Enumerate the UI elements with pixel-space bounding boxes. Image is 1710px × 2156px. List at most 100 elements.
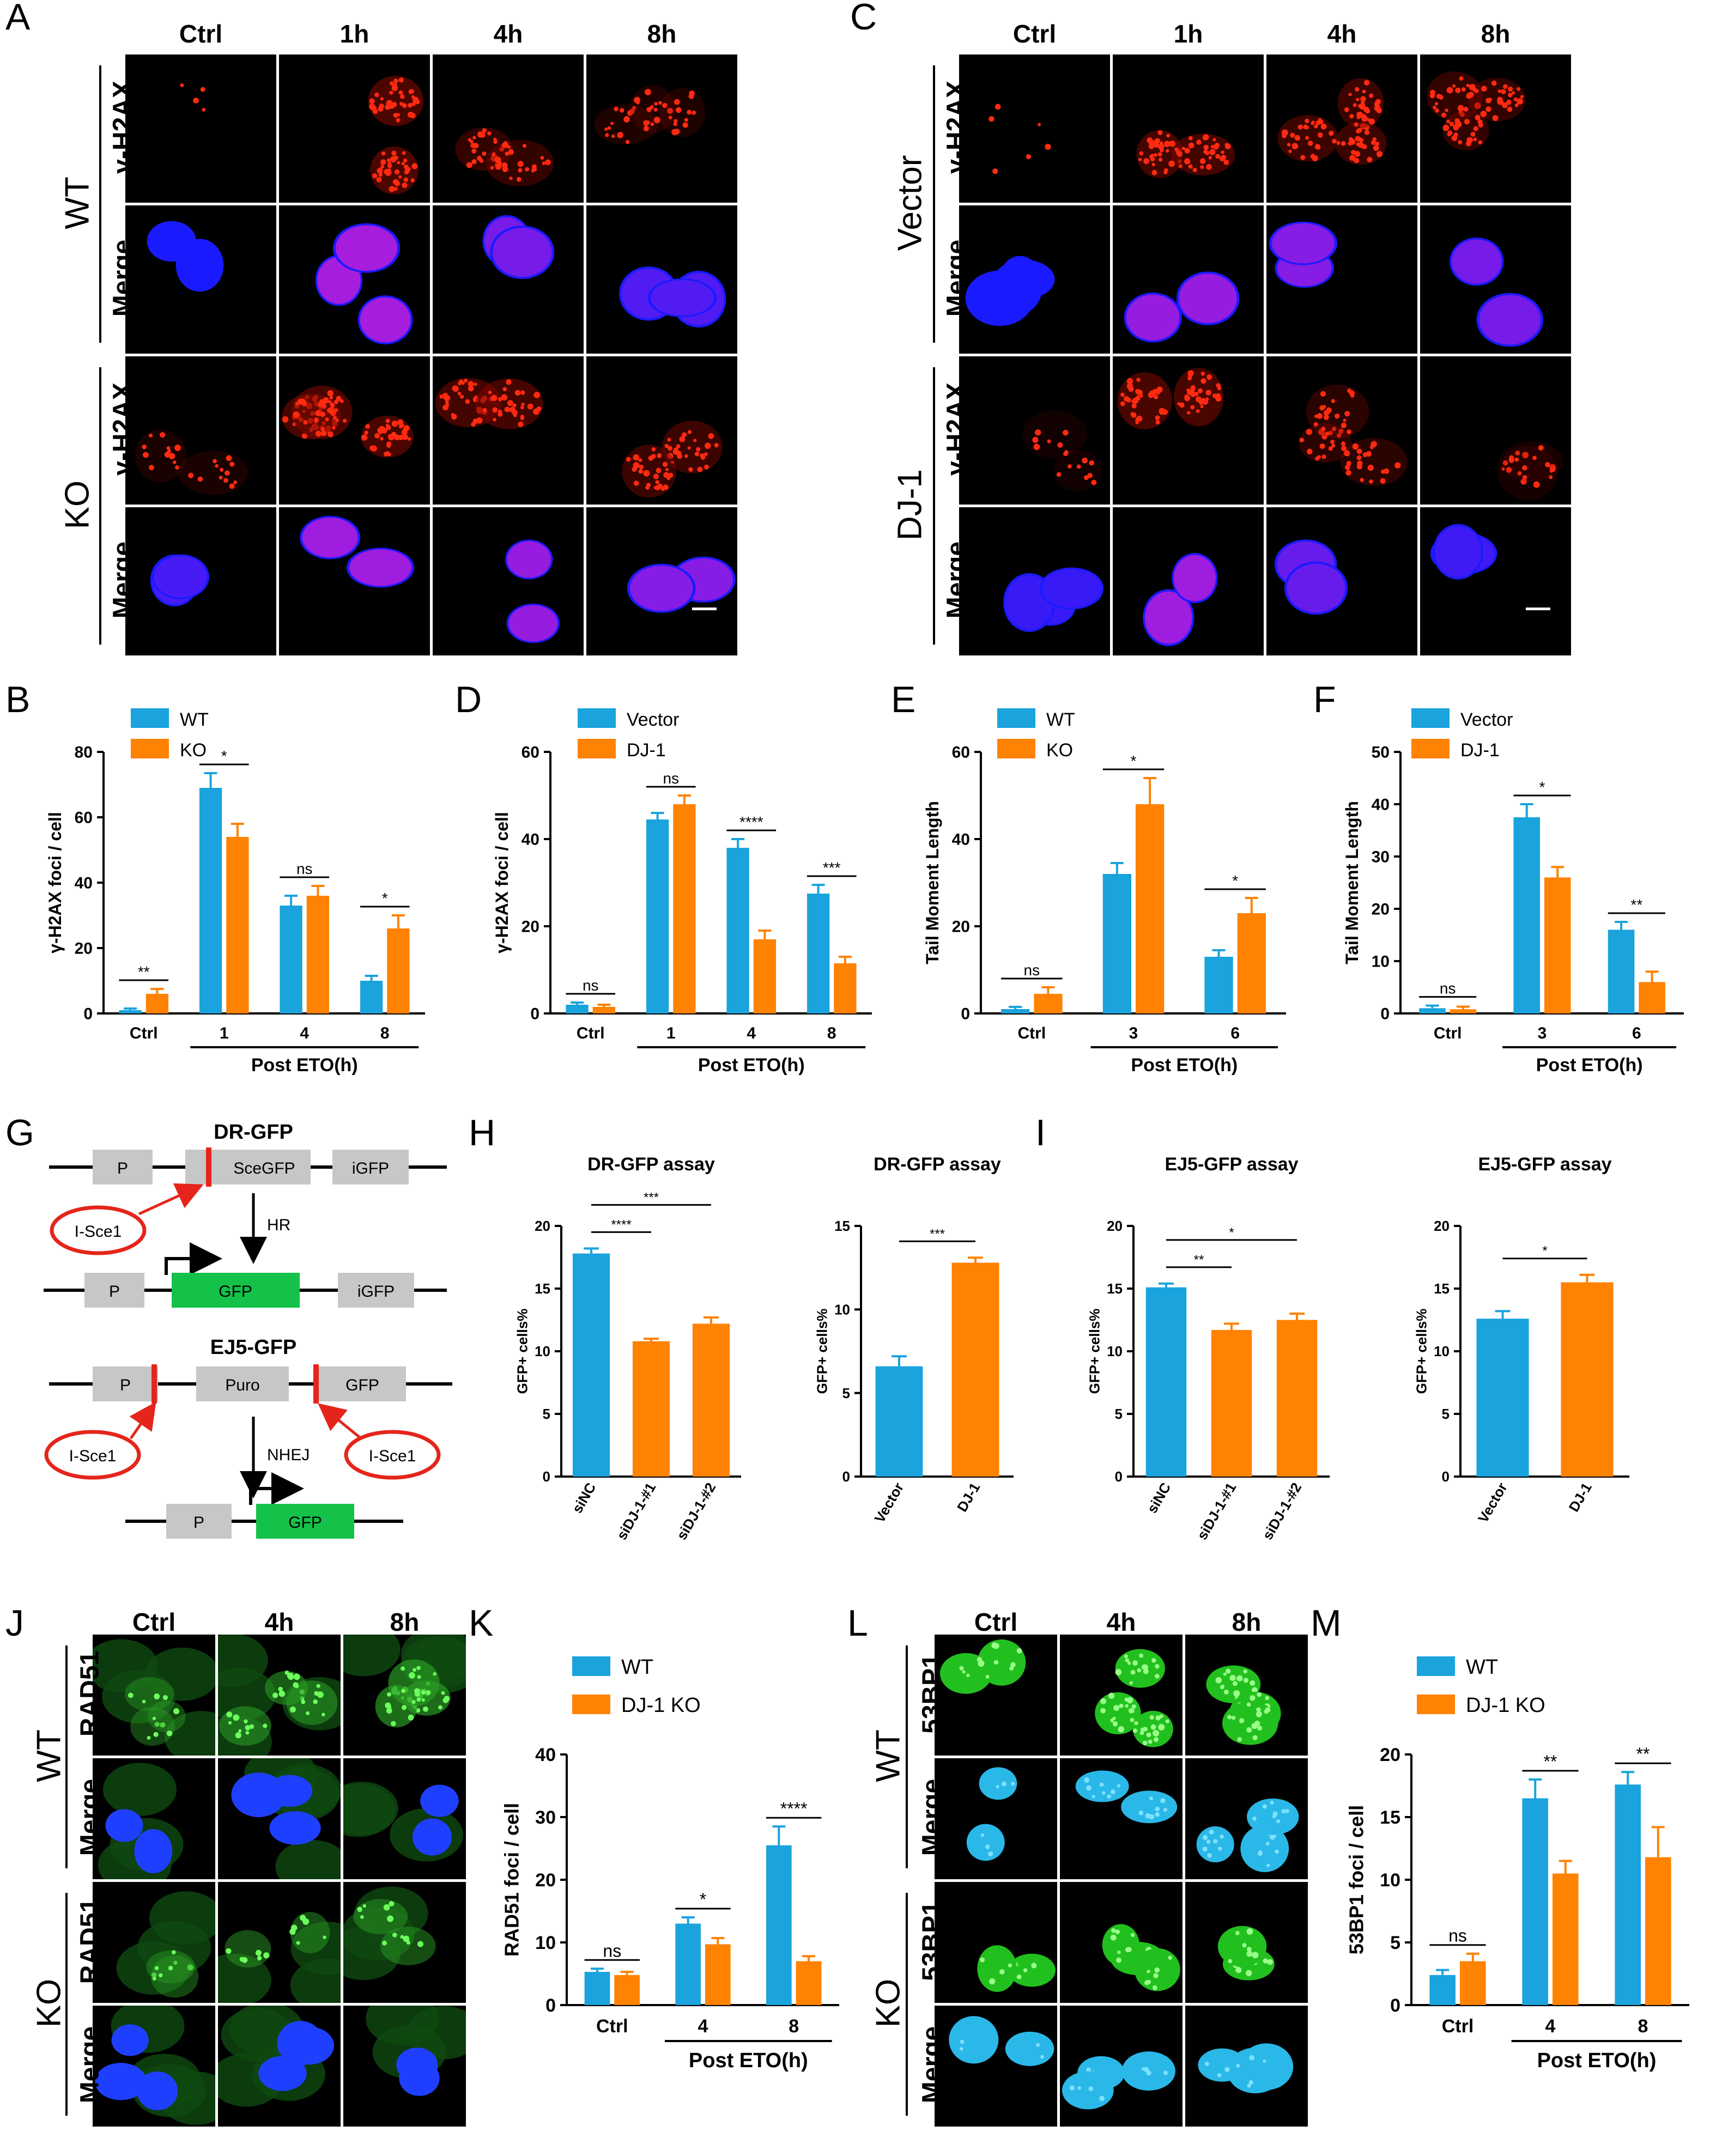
chart-m-legend-label-1: DJ-1 KO xyxy=(1466,1694,1545,1717)
puro-label: Puro xyxy=(225,1376,259,1394)
chart-f-bar-s1-c1 xyxy=(1544,877,1571,1013)
micrograph-c-r3-c0 xyxy=(959,507,1110,655)
panel-letter-g: G xyxy=(5,1112,34,1153)
gfp-label: GFP xyxy=(219,1283,252,1301)
chart-f: Vector DJ-1 0 10 20 30 40 50 Tail Moment Length n… xyxy=(1342,708,1684,1076)
micrograph-l-r3-c2 xyxy=(1185,2006,1308,2127)
col-header-j-2: 8h xyxy=(390,1608,420,1636)
scale-bar-2 xyxy=(736,2125,760,2128)
chart-b-ytick-3: 60 xyxy=(75,809,93,827)
chart-h2-ytick-0: 0 xyxy=(842,1468,850,1485)
chart-h2-bar-1 xyxy=(951,1262,999,1477)
isce1-label-3: I-Sce1 xyxy=(369,1447,416,1465)
chart-d-bar-s1-c3 xyxy=(834,963,857,1013)
chart-h2-xtick-1: DJ-1 xyxy=(954,1480,983,1515)
chart-f-legend-swatch-1 xyxy=(1411,739,1450,758)
micrograph-c-r2-c0 xyxy=(959,356,1110,505)
group-label-j-1: KO xyxy=(30,1978,68,2028)
dr-gfp-title: DR-GFP xyxy=(214,1121,293,1144)
chart-b-bar-s1-c2 xyxy=(306,896,330,1013)
chart-d-legend-swatch-1 xyxy=(578,739,616,758)
chart-h2-xtick-0: Vector xyxy=(871,1480,907,1526)
micrograph-a-r1-c1 xyxy=(279,205,430,354)
group-bracket-a-0 xyxy=(99,65,101,343)
chart-d: Vector DJ-1 0 20 40 60 γ-H2AX foci / cell ns Ctr… xyxy=(492,708,872,1076)
panel-letter-f: F xyxy=(1313,679,1336,720)
micrograph-j-r1-c1 xyxy=(218,1758,341,1879)
micrograph-j-r1-c0 xyxy=(93,1758,215,1879)
chart-h1-ytick-3: 15 xyxy=(535,1280,550,1297)
group-label-c-0: Vector xyxy=(891,155,929,251)
group-bracket-l-1 xyxy=(906,1893,908,2116)
row-label-c-1: Merge xyxy=(942,239,971,317)
scale-bar-3 xyxy=(1578,2125,1603,2128)
row-label-c-0: γ-H2AX xyxy=(942,81,971,174)
chart-i2-ylabel: GFP+ cells% xyxy=(1414,1309,1430,1394)
igfp-box xyxy=(332,1150,409,1185)
panel-letter-i: I xyxy=(1035,1112,1046,1153)
chart-h1-sig-label-1: *** xyxy=(644,1190,659,1205)
chart-i2-ytick-2: 10 xyxy=(1434,1343,1450,1359)
chart-e-legend-swatch-0 xyxy=(997,708,1035,728)
col-header-l-0: Ctrl xyxy=(974,1608,1018,1636)
micrograph-a-r1-c3 xyxy=(586,205,737,354)
chart-d-bar-s0-c0 xyxy=(566,1005,589,1013)
micrograph-a-r1-c0 xyxy=(125,205,276,354)
chart-k-ytick-2: 20 xyxy=(535,1870,556,1891)
ej5-gfp-title: EJ5-GFP xyxy=(210,1336,296,1359)
chart-i1-sig-label-0: ** xyxy=(1194,1253,1204,1267)
chart-k-bar-s1-c2 xyxy=(796,1961,822,2005)
chart-f-ytick-1: 10 xyxy=(1372,953,1390,971)
col-header-a-0: Ctrl xyxy=(179,20,223,48)
micrograph-c-r0-c2 xyxy=(1266,54,1417,203)
igfp-label: iGFP xyxy=(352,1159,389,1177)
chart-m-bar-s1-c2 xyxy=(1645,1857,1671,2005)
isce1-label: I-Sce1 xyxy=(75,1223,122,1241)
chart-k-legend-label-0: WT xyxy=(621,1656,653,1679)
row-label-l-0: 53BP1 xyxy=(917,1654,947,1734)
chart-e-ylabel: Tail Moment Length xyxy=(923,801,942,964)
micrograph-j-r3-c0 xyxy=(93,2006,215,2127)
micrograph-a-r0-c3 xyxy=(586,54,737,203)
chart-b-ytick-4: 80 xyxy=(75,744,93,762)
chart-m-ylabel: 53BP1 foci / cell xyxy=(1345,1805,1368,1954)
panel-letter-k: K xyxy=(469,1602,494,1644)
chart-d-ytick-1: 20 xyxy=(522,918,539,936)
chart-i2-bar-0 xyxy=(1476,1319,1529,1477)
chart-e-sig-label-1: * xyxy=(1131,752,1137,769)
chart-h1-ytick-4: 20 xyxy=(535,1218,550,1234)
chart-m-ytick-0: 0 xyxy=(1390,1995,1400,2016)
micrograph-l-r0-c2 xyxy=(1185,1635,1308,1756)
chart-d-sig-label-1: ns xyxy=(663,770,679,787)
chart-i1-xtick-1: siDJ-1-#1 xyxy=(1194,1480,1240,1542)
chart-f-bar-s0-c2 xyxy=(1608,930,1635,1013)
chart-h2-ylabel: GFP+ cells% xyxy=(814,1309,830,1394)
chart-d-bar-s0-c2 xyxy=(726,848,749,1013)
chart-m: WT DJ-1 KO 0 5 10 15 20 53BP1 foci / cell ns Ctrl… xyxy=(1345,1656,1689,2072)
chart-i1-xtick-0: siNC xyxy=(1144,1480,1174,1516)
micrograph-l-r2-c1 xyxy=(1060,1882,1183,2003)
micrograph-a-r2-c2 xyxy=(433,356,584,505)
chart-h1-bar-2 xyxy=(692,1323,730,1477)
group-label-l-1: KO xyxy=(869,1978,907,2028)
chart-i1-bar-1 xyxy=(1211,1329,1252,1477)
micrograph-j-r2-c0 xyxy=(93,1882,215,2003)
chart-h1-xtick-0: siNC xyxy=(569,1480,599,1516)
micrograph-c-r1-c2 xyxy=(1266,205,1417,354)
chart-e-ytick-1: 20 xyxy=(952,918,970,936)
group-bracket-j-1 xyxy=(65,1893,68,2116)
isce1-enzyme xyxy=(50,1205,147,1255)
chart-m-bar-s1-c1 xyxy=(1553,1873,1579,2005)
chart-e-ytick-2: 40 xyxy=(952,831,970,849)
group-label-a-1: KO xyxy=(58,480,96,530)
chart-f-sig-label-0: ns xyxy=(1440,980,1456,997)
micrograph-l-r0-c1 xyxy=(1060,1635,1183,1756)
group-bracket-l-0 xyxy=(906,1645,908,1868)
micrograph-l-r2-c2 xyxy=(1185,1882,1308,2003)
chart-b: WT KO 0 20 40 60 80 γ-H2AX foci / cell ** Ctrl * 1 n… xyxy=(45,708,425,1076)
panel-letter-j: J xyxy=(5,1602,24,1644)
micrograph-c-r2-c2 xyxy=(1266,356,1417,505)
chart-i2-xtick-1: DJ-1 xyxy=(1566,1480,1595,1515)
chart-m-xtick-1: 4 xyxy=(1545,2016,1556,2037)
micrograph-a-r3-c3 xyxy=(586,507,737,655)
